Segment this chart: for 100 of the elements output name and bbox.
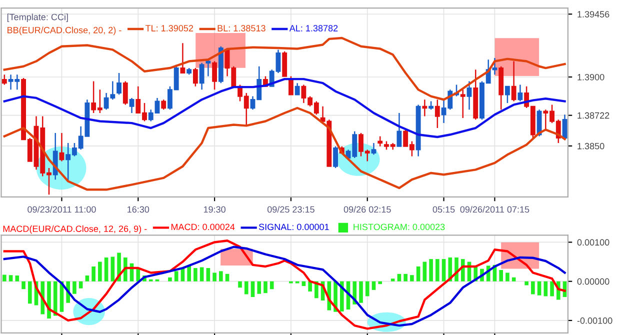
bar bbox=[78, 281, 83, 288]
bar bbox=[372, 281, 376, 290]
candlestick bbox=[371, 142, 376, 156]
bar bbox=[53, 281, 58, 316]
bar bbox=[72, 281, 76, 294]
bar bbox=[22, 281, 26, 290]
bar bbox=[531, 281, 535, 294]
legend-label: HISTOGRAM: 0.00023 bbox=[354, 224, 445, 230]
candlestick bbox=[192, 67, 198, 87]
candlestick bbox=[206, 58, 211, 77]
bar bbox=[416, 266, 420, 282]
bar bbox=[537, 281, 542, 296]
candlestick bbox=[511, 60, 516, 102]
legend-label: TL: 1.39052 bbox=[145, 25, 194, 32]
candlestick bbox=[333, 146, 338, 169]
bar bbox=[15, 275, 20, 282]
x-tick-label: 19:30 bbox=[204, 206, 226, 213]
bar bbox=[390, 278, 395, 282]
candlestick bbox=[180, 42, 186, 74]
bar bbox=[544, 281, 548, 296]
bar bbox=[8, 275, 13, 282]
bar bbox=[98, 262, 102, 282]
candlestick bbox=[434, 98, 440, 129]
bar bbox=[174, 271, 178, 282]
bar bbox=[359, 281, 363, 303]
candlestick bbox=[378, 136, 383, 147]
x-tick-label: 09/25 23:15 bbox=[267, 206, 314, 213]
y-tick-label: 1.39456 bbox=[578, 11, 610, 18]
candlestick bbox=[518, 84, 523, 102]
y-tick-label: -0.00100 bbox=[577, 317, 612, 324]
y-tick-label: 1.3900 bbox=[578, 74, 604, 80]
bar bbox=[499, 270, 503, 282]
bar bbox=[212, 272, 216, 282]
text: [Template: CCi] bbox=[7, 14, 68, 22]
bar bbox=[436, 259, 440, 282]
bar bbox=[238, 281, 242, 288]
bar bbox=[47, 281, 51, 319]
bar bbox=[378, 281, 382, 284]
legend-label: SIGNAL: 0.00001 bbox=[258, 224, 329, 230]
bar bbox=[550, 281, 554, 296]
y-tick-label: 0.00000 bbox=[577, 278, 610, 285]
y-tick-label: 0.00100 bbox=[577, 239, 610, 246]
bar bbox=[512, 277, 516, 282]
bar bbox=[2, 274, 6, 282]
bar bbox=[270, 281, 274, 290]
bar bbox=[194, 268, 198, 282]
legend-label: AL: 1.38782 bbox=[289, 25, 338, 32]
bar bbox=[429, 259, 433, 282]
bar bbox=[340, 281, 344, 312]
bar bbox=[264, 281, 268, 294]
bar bbox=[250, 281, 255, 297]
bar bbox=[365, 281, 370, 296]
candlestick bbox=[59, 132, 64, 162]
y-tick-label: 1.38722 bbox=[578, 112, 610, 119]
legend-label: BL: 1.38513 bbox=[218, 25, 266, 32]
bar bbox=[200, 267, 204, 282]
bar bbox=[206, 268, 210, 282]
y-tick-label: 1.3850 bbox=[578, 142, 604, 150]
x-tick-label: 09/23/2011 11:00 bbox=[28, 206, 96, 213]
bar bbox=[28, 281, 32, 304]
bar bbox=[410, 275, 414, 282]
bar bbox=[110, 256, 115, 282]
candlestick bbox=[129, 97, 134, 114]
bar bbox=[85, 275, 90, 282]
x-tick-label: 05:15 bbox=[432, 206, 455, 213]
bar bbox=[506, 272, 510, 282]
candlestick bbox=[396, 112, 402, 147]
bar bbox=[244, 281, 248, 294]
candlestick bbox=[2, 74, 7, 86]
candlestick bbox=[212, 60, 218, 90]
candlestick bbox=[161, 98, 166, 110]
candlestick bbox=[422, 98, 428, 117]
bar bbox=[168, 277, 172, 282]
bar bbox=[442, 259, 446, 282]
line-series bbox=[3, 36, 566, 101]
candlestick bbox=[282, 50, 288, 77]
text: MACD(EUR/CAD.Close, 12, 26, 9) - bbox=[3, 225, 147, 234]
candlestick bbox=[460, 89, 466, 119]
bar bbox=[104, 257, 108, 282]
line-series bbox=[3, 106, 566, 191]
bar bbox=[308, 281, 312, 292]
bar bbox=[225, 274, 230, 282]
bar bbox=[187, 266, 191, 282]
bar bbox=[92, 266, 96, 282]
bar bbox=[219, 271, 223, 282]
line-series bbox=[3, 78, 566, 138]
x-tick-label: 09/26 02:15 bbox=[344, 206, 391, 213]
bar bbox=[257, 281, 262, 294]
bar bbox=[404, 274, 408, 282]
legend-label: MACD: 0.00024 bbox=[171, 224, 235, 230]
bar bbox=[422, 262, 427, 282]
bar bbox=[397, 274, 402, 282]
candlestick bbox=[122, 80, 128, 106]
x-tick-label: 09/26/2011 07:15 bbox=[460, 206, 530, 213]
candlestick bbox=[466, 80, 472, 110]
candlestick bbox=[294, 82, 300, 96]
candlestick bbox=[199, 62, 204, 90]
bar bbox=[524, 281, 528, 286]
x-tick-label: 16:30 bbox=[128, 206, 150, 213]
candlestick bbox=[116, 72, 122, 96]
